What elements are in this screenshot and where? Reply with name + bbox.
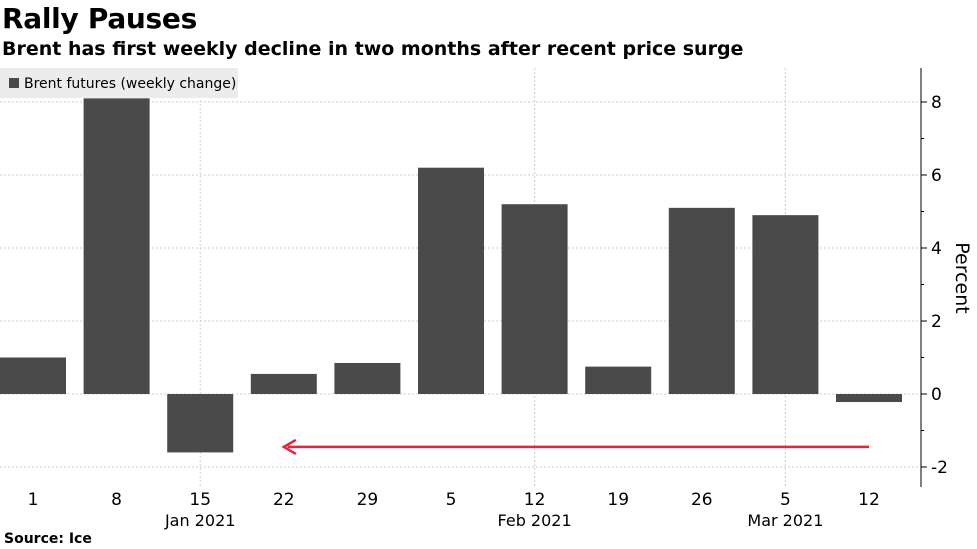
- y-tick-label: 8: [931, 93, 942, 113]
- legend-swatch: [9, 78, 19, 88]
- y-tick-label: 2: [931, 312, 942, 332]
- bar: [418, 167, 484, 394]
- bar: [752, 215, 819, 394]
- legend-background: [0, 68, 238, 98]
- annotation: [281, 438, 869, 456]
- x-tick-label: 5: [780, 490, 791, 510]
- annotation-arrow-head: [281, 438, 297, 456]
- bar: [585, 366, 652, 394]
- y-axis: 8 6 4 2 0 -2: [920, 68, 948, 487]
- x-tick-label: 19: [607, 490, 629, 510]
- y-tick-label: 0: [931, 385, 942, 405]
- bar: [250, 373, 317, 394]
- x-axis-ticks: 1 8 15 22 29 5 12 19 26 5 12: [28, 490, 880, 510]
- chart-title: Rally Pauses: [2, 2, 197, 35]
- x-tick-label: 8: [111, 490, 122, 510]
- bar: [836, 394, 902, 403]
- bar: [83, 98, 150, 394]
- x-tick-label: 5: [446, 490, 457, 510]
- x-tick-label: 22: [273, 490, 295, 510]
- legend-label: Brent futures (weekly change): [24, 76, 236, 92]
- x-tick-label: 1: [28, 490, 39, 510]
- bar: [167, 394, 234, 453]
- x-axis-months: Jan 2021 Feb 2021 Mar 2021: [164, 511, 823, 530]
- bar: [0, 357, 66, 394]
- y-tick-label: -2: [931, 458, 948, 478]
- x-month-label: Jan 2021: [164, 511, 235, 530]
- chart-subtitle: Brent has first weekly decline in two mo…: [2, 38, 744, 60]
- source-note: Source: Ice: [4, 531, 92, 547]
- x-tick-label: 12: [524, 490, 546, 510]
- x-month-label: Mar 2021: [747, 511, 823, 530]
- x-month-label: Feb 2021: [498, 511, 572, 530]
- y-axis-label: Percent: [951, 242, 973, 314]
- legend: Brent futures (weekly change): [0, 68, 238, 98]
- x-tick-label: 29: [357, 490, 379, 510]
- bar: [501, 204, 568, 394]
- bar: [334, 362, 401, 394]
- bars: [0, 98, 902, 453]
- x-tick-label: 15: [189, 490, 211, 510]
- y-tick-label: 6: [931, 166, 942, 186]
- x-tick-label: 12: [858, 490, 880, 510]
- x-tick-label: 26: [691, 490, 713, 510]
- bar: [668, 207, 735, 394]
- y-tick-label: 4: [931, 239, 942, 259]
